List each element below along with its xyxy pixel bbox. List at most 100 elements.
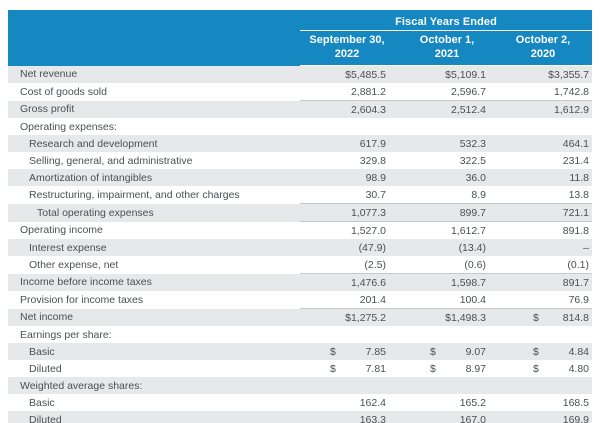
cell-value: $8.97: [400, 360, 500, 377]
table-header: Fiscal Years Ended September 30, 2022 Octo…: [8, 10, 593, 66]
column-header-year: 2020: [530, 47, 556, 60]
amount: 7.81: [365, 362, 386, 375]
column-header-date: October 2,: [515, 34, 571, 47]
cell-value: 231.4: [562, 154, 590, 167]
cell-value: 329.8: [359, 154, 386, 167]
cell-value: $9.07: [400, 343, 500, 360]
cell-value: (2.5): [364, 258, 386, 271]
cell-value: (13.4): [400, 239, 500, 256]
table-row: Net revenue $5,485.5 $5,109.1 $3,355.7: [8, 65, 593, 83]
row-label: Net income: [8, 308, 300, 326]
cell-value: $3,355.7: [500, 65, 593, 83]
row-label: Diluted: [29, 362, 62, 375]
fiscal-years-ended-title: Fiscal Years Ended: [300, 10, 593, 31]
cell-value: 167.0: [400, 411, 500, 423]
currency-symbol: $: [430, 345, 436, 358]
table-row: Basic 162.4 165.2 168.5: [8, 394, 592, 411]
amount: 9.07: [465, 345, 486, 358]
table-row: Basic $7.85 $9.07 $4.84: [8, 343, 593, 360]
currency-symbol: $: [533, 311, 539, 324]
table-row: Provision for income taxes 201.4 100.4 76.9: [8, 291, 592, 309]
row-label: Interest expense: [8, 239, 300, 256]
cell-value: 36.0: [400, 169, 500, 186]
currency-symbol: $: [533, 345, 539, 358]
currency-symbol: $: [533, 362, 539, 375]
column-header-year: 2021: [434, 47, 460, 60]
cell-value: 721.1: [500, 203, 593, 222]
row-label: Net revenue: [8, 65, 300, 83]
amount: 814.8: [562, 311, 590, 324]
row-label: Total operating expenses: [8, 203, 300, 222]
cell-value: 532.3: [400, 135, 500, 152]
amount: 4.84: [568, 345, 590, 358]
column-header-fy2022: September 30, 2022: [300, 30, 400, 66]
cell-value: [400, 118, 500, 135]
cell-value: [300, 326, 400, 343]
header-title-row: Fiscal Years Ended: [8, 10, 593, 66]
column-header-fy2021: October 1, 2021: [400, 30, 500, 66]
table-row: Operating expenses:: [8, 118, 592, 135]
cell-value: 2,604.3: [300, 100, 400, 118]
row-label: Basic: [8, 343, 300, 360]
cell-value: 201.4: [359, 293, 386, 306]
cell-value: 8.9: [471, 188, 486, 201]
cell-value: 891.7: [500, 273, 593, 291]
cell-value: [400, 377, 500, 394]
amount: 4.80: [568, 362, 590, 375]
row-label: Cost of goods sold: [20, 85, 107, 98]
cell-value: [500, 326, 592, 343]
amount: 8.97: [465, 362, 486, 375]
table-row: Research and development 617.9 532.3 464.1: [8, 135, 593, 152]
row-label: Income before income taxes: [8, 273, 300, 291]
table-row: Income before income taxes 1,476.6 1,598.7…: [8, 273, 593, 291]
row-label: Operating expenses:: [20, 120, 117, 133]
cell-value: [300, 118, 400, 135]
table-row: Selling, general, and administrative 329.…: [8, 152, 592, 169]
cell-value: $814.8: [500, 308, 593, 326]
cell-value: $7.81: [300, 360, 400, 377]
cell-value: 1,476.6: [300, 273, 400, 291]
column-header-date: October 1,: [419, 34, 475, 47]
cell-value: (47.9): [300, 239, 400, 256]
cell-value: $5,485.5: [300, 65, 400, 83]
cell-value: 899.7: [400, 203, 500, 222]
table-row: Earnings per share:: [8, 326, 592, 343]
row-label: Operating income: [20, 224, 103, 237]
cell-value: 1,527.0: [300, 221, 400, 239]
table-row: Cost of goods sold 2,881.2 2,596.7 1,742.8: [8, 83, 592, 101]
cell-value: $4.84: [500, 343, 593, 360]
cell-value: $4.80: [500, 360, 592, 377]
cell-value: 1,077.3: [300, 203, 400, 222]
cell-value: 13.8: [568, 188, 590, 201]
currency-symbol: $: [430, 362, 436, 375]
row-label: Provision for income taxes: [20, 293, 144, 306]
cell-value: 30.7: [365, 188, 386, 201]
cell-value: 1,612.7: [400, 221, 500, 239]
table-row: Total operating expenses 1,077.3 899.7 721.…: [8, 203, 593, 222]
cell-value: –: [500, 239, 593, 256]
cell-value: 2,881.2: [350, 85, 386, 98]
table-body: Net revenue $5,485.5 $5,109.1 $3,355.7 Cost …: [8, 65, 593, 423]
cell-value: $1,275.2: [300, 308, 400, 326]
row-label: Weighted average shares:: [8, 377, 300, 394]
table-row: Net income $1,275.2 $1,498.3 $814.8: [8, 308, 593, 326]
table-row: Diluted $7.81 $8.97 $4.80: [8, 360, 592, 377]
row-label: Research and development: [8, 135, 300, 152]
cell-value: [500, 377, 593, 394]
column-header-date: September 30,: [309, 34, 385, 47]
cell-value: $5,109.1: [400, 65, 500, 83]
header-corner: [8, 10, 300, 66]
currency-split-value: $4.80: [533, 363, 589, 375]
row-label: Gross profit: [8, 100, 300, 118]
currency-split-value: $7.85: [330, 346, 386, 358]
table-row: Gross profit 2,604.3 2,512.4 1,612.9: [8, 100, 593, 118]
cell-value: 2,596.7: [450, 85, 486, 98]
table-row: Other expense, net (2.5) (0.6) (0.1): [8, 256, 592, 274]
column-header-year: 2022: [334, 47, 360, 60]
table-row: Weighted average shares:: [8, 377, 593, 394]
cell-value: 11.8: [500, 169, 593, 186]
cell-value: 168.5: [562, 396, 590, 409]
cell-value: 891.8: [500, 221, 593, 239]
cell-value: 98.9: [300, 169, 400, 186]
